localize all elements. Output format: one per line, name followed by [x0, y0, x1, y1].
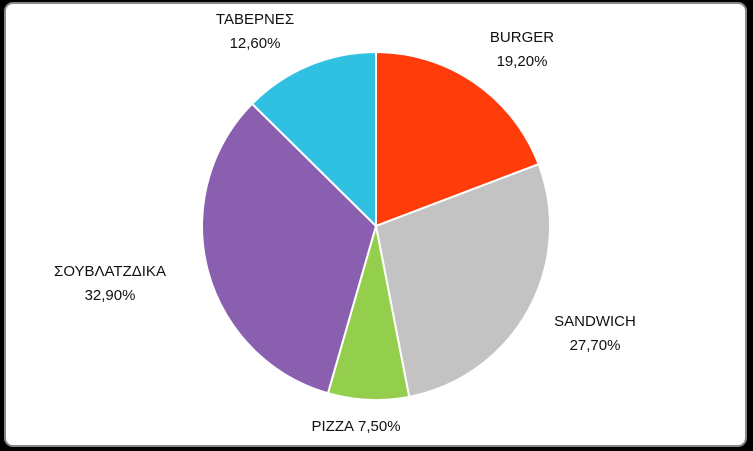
slice-value-label: 32,90% [85, 287, 136, 304]
pie-slice [374, 162, 551, 398]
slice-value-label: 27,70% [570, 337, 621, 354]
slice-label: ΣΟΥΒΛΑΤΖΔΙΚΑ [54, 263, 166, 280]
slice-value-label: 7,50% [358, 418, 401, 435]
slice-value-label: 12,60% [230, 35, 281, 52]
slice-label: ΤΑΒΕΡΝΕΣ [216, 11, 294, 28]
slice-value-label: 19,20% [497, 53, 548, 70]
slice-label: PIZZA [311, 418, 354, 435]
pie-slice [201, 102, 378, 395]
pie-slice [375, 50, 540, 228]
pie-slice [250, 50, 377, 229]
slice-label: BURGER [490, 29, 554, 46]
slice-label: SANDWICH [554, 313, 636, 330]
